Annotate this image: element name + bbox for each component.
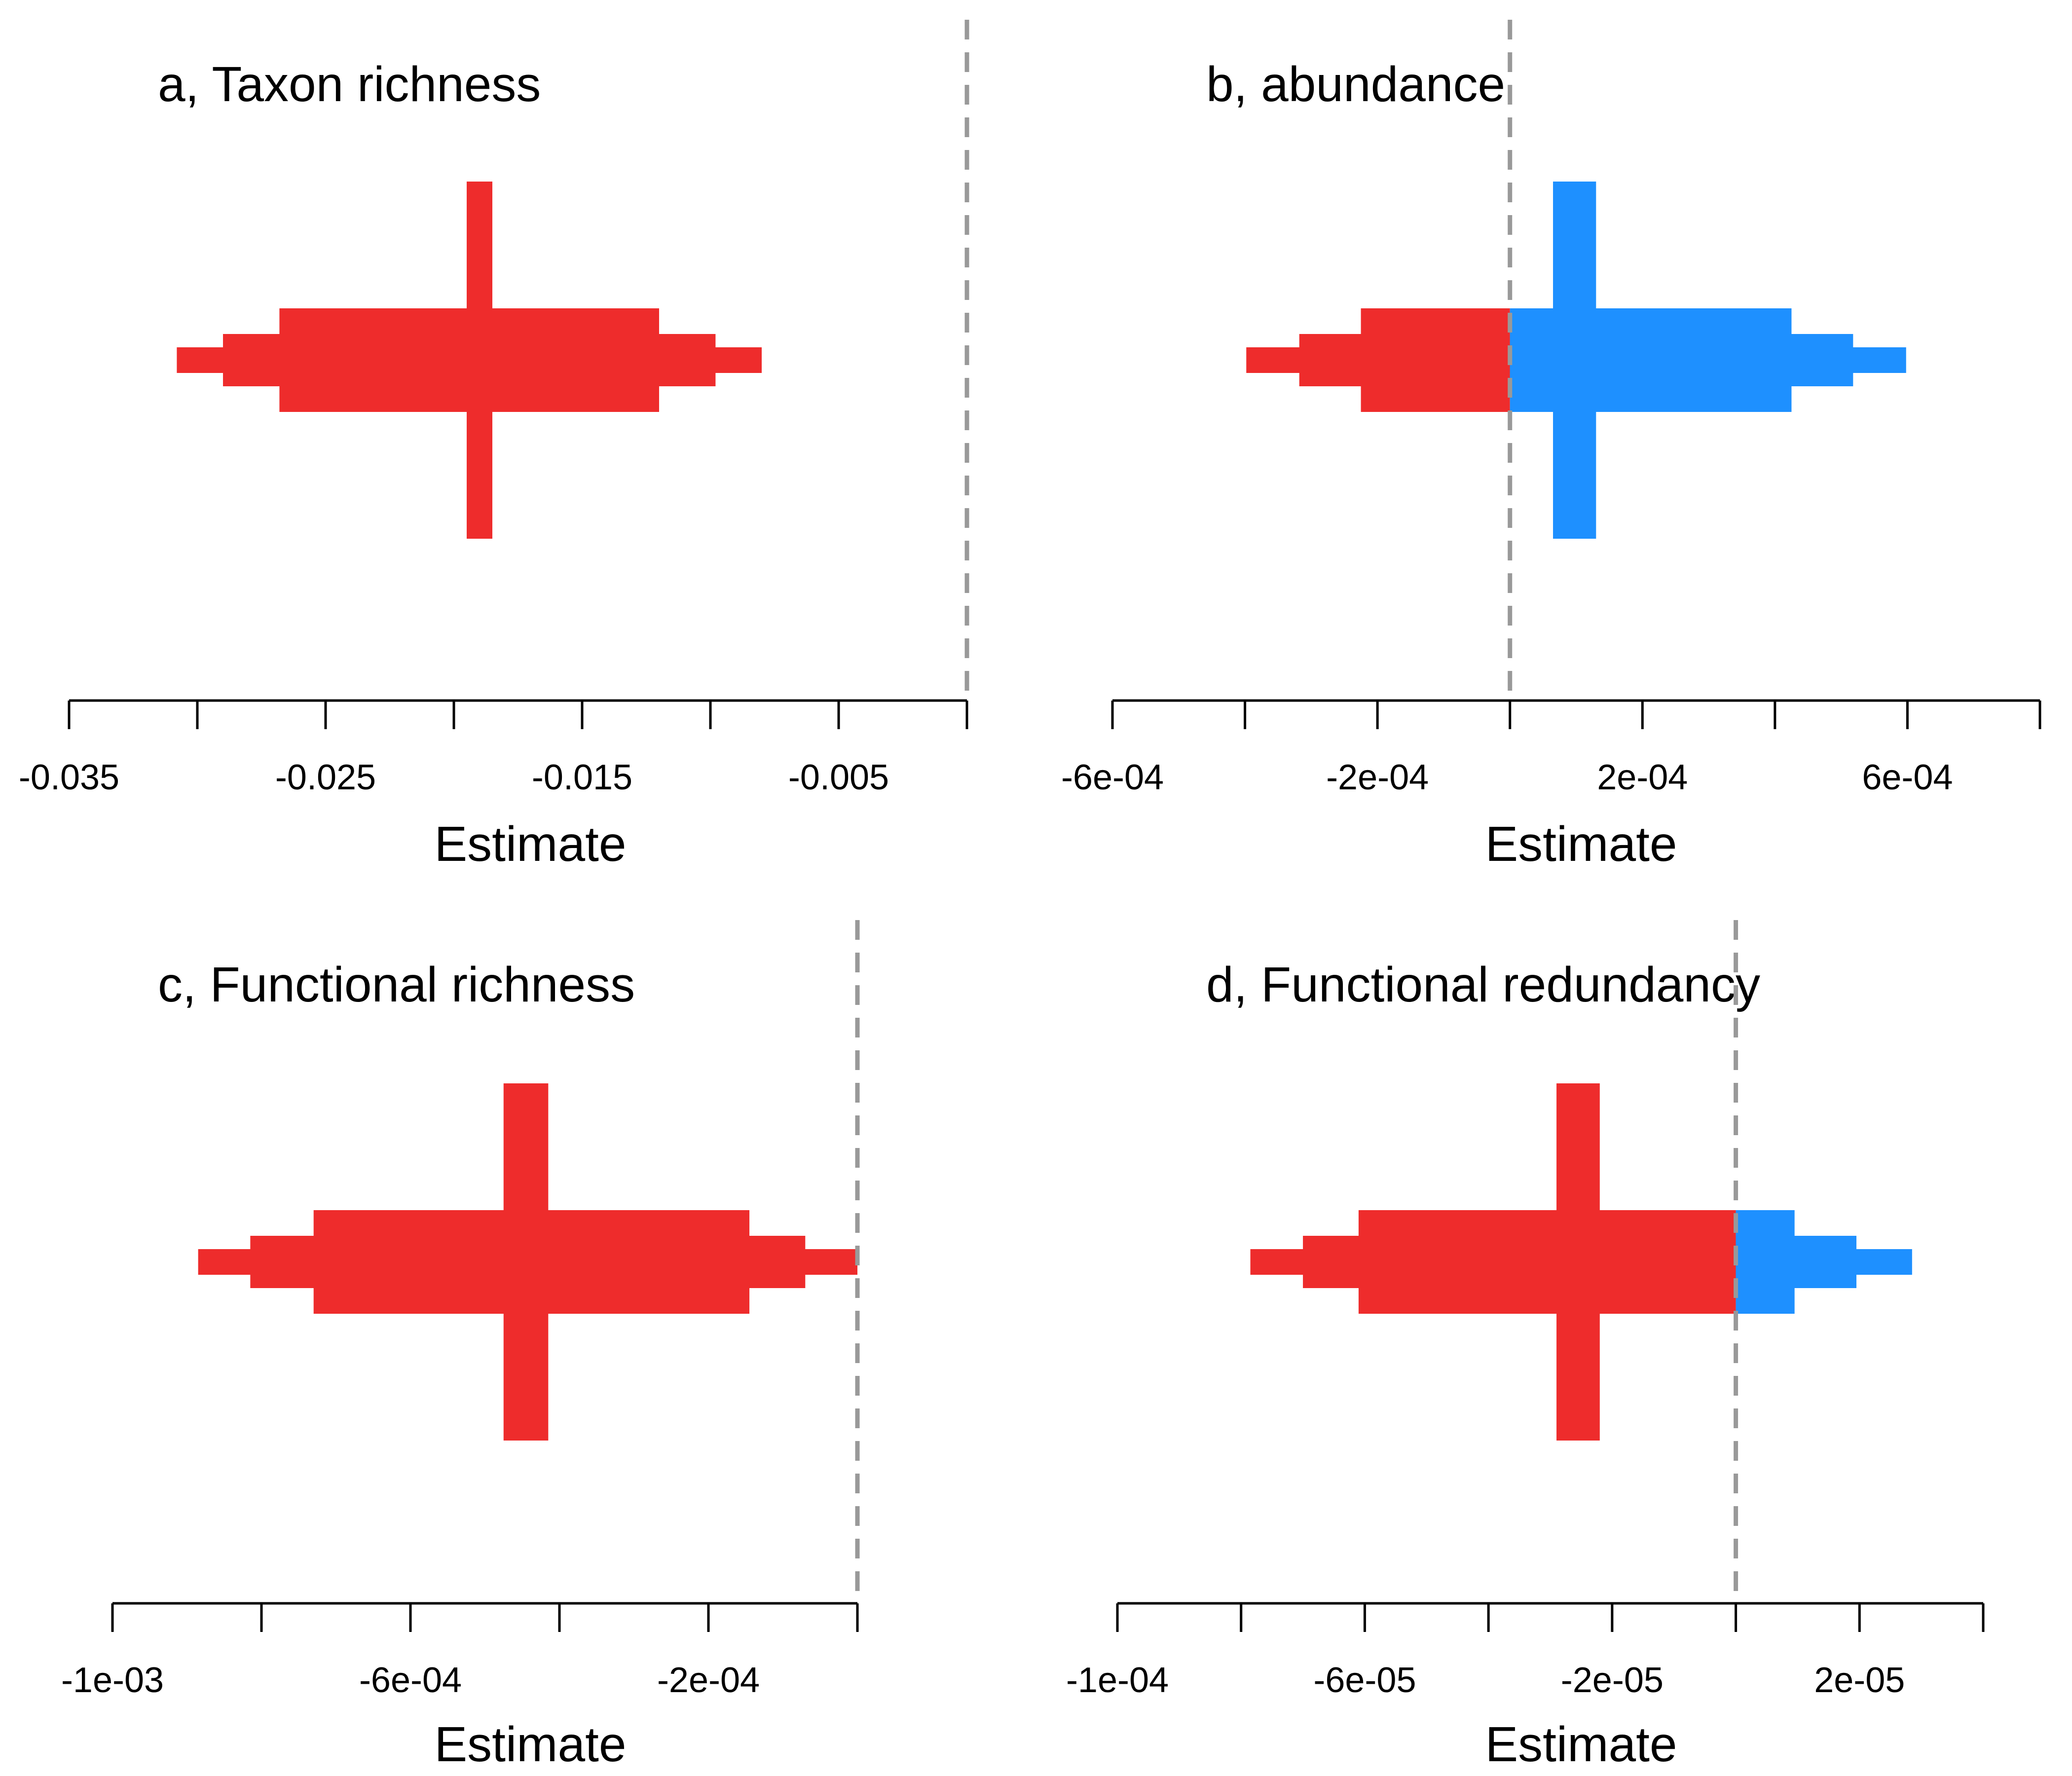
- x-tick-label: -0.015: [532, 758, 632, 797]
- x-tick-label: -6e-04: [359, 1661, 462, 1700]
- estimate-bar-top: [503, 1083, 549, 1210]
- x-tick-label: -1e-04: [1066, 1661, 1169, 1700]
- estimate-bar-bottom: [1556, 1314, 1600, 1441]
- x-tick-label: -6e-05: [1313, 1661, 1416, 1700]
- interval-band-3-positive: [1736, 1210, 1795, 1314]
- interval-band-3-negative: [1361, 308, 1510, 412]
- x-tick-label: -2e-05: [1561, 1661, 1664, 1700]
- x-axis-title: Estimate: [434, 816, 626, 872]
- panel-title: a, Taxon richness: [158, 57, 541, 112]
- estimate-bar-bottom: [1553, 412, 1596, 539]
- estimate-bar-top: [467, 182, 492, 308]
- x-tick-label: -6e-04: [1061, 758, 1164, 797]
- interval-band-3: [313, 1210, 750, 1314]
- x-tick-label: 2e-05: [1814, 1661, 1905, 1700]
- panel-a: a, Taxon richness Estimate -0.035 -0.025 -…: [19, 20, 969, 872]
- panel-title: c, Functional richness: [158, 957, 635, 1012]
- x-tick-label: -2e-04: [657, 1661, 760, 1700]
- x-axis-title: Estimate: [1485, 816, 1677, 872]
- interval-band-3-negative: [1358, 1210, 1736, 1314]
- interval-band-3: [279, 308, 659, 412]
- x-tick-label: -0.035: [19, 758, 119, 797]
- panel-c: c, Functional richness Estimate -1e-03 -6…: [61, 920, 860, 1772]
- panel-b: b, abundance Estimate -6e-04 -2e-04 2e-04 6…: [1061, 20, 2041, 872]
- panel-d: d, Functional redundancy Estimate -1e-04…: [1066, 920, 1985, 1772]
- x-tick-label: 6e-04: [1862, 758, 1953, 797]
- estimate-bar-bottom: [503, 1314, 549, 1441]
- interval-band-3-positive: [1510, 308, 1792, 412]
- estimate-bar-top: [1553, 182, 1596, 308]
- estimate-bar-top: [1556, 1083, 1600, 1210]
- estimate-bar-bottom: [467, 412, 492, 539]
- x-axis-title: Estimate: [1485, 1717, 1677, 1772]
- x-tick-label: -0.025: [275, 758, 376, 797]
- x-tick-label: -2e-04: [1326, 758, 1429, 797]
- x-tick-label: 2e-04: [1597, 758, 1688, 797]
- x-tick-label: -0.005: [788, 758, 889, 797]
- x-axis-title: Estimate: [434, 1717, 626, 1772]
- panel-title: d, Functional redundancy: [1206, 957, 1760, 1012]
- x-tick-label: -1e-03: [61, 1661, 164, 1700]
- panel-title: b, abundance: [1206, 57, 1505, 112]
